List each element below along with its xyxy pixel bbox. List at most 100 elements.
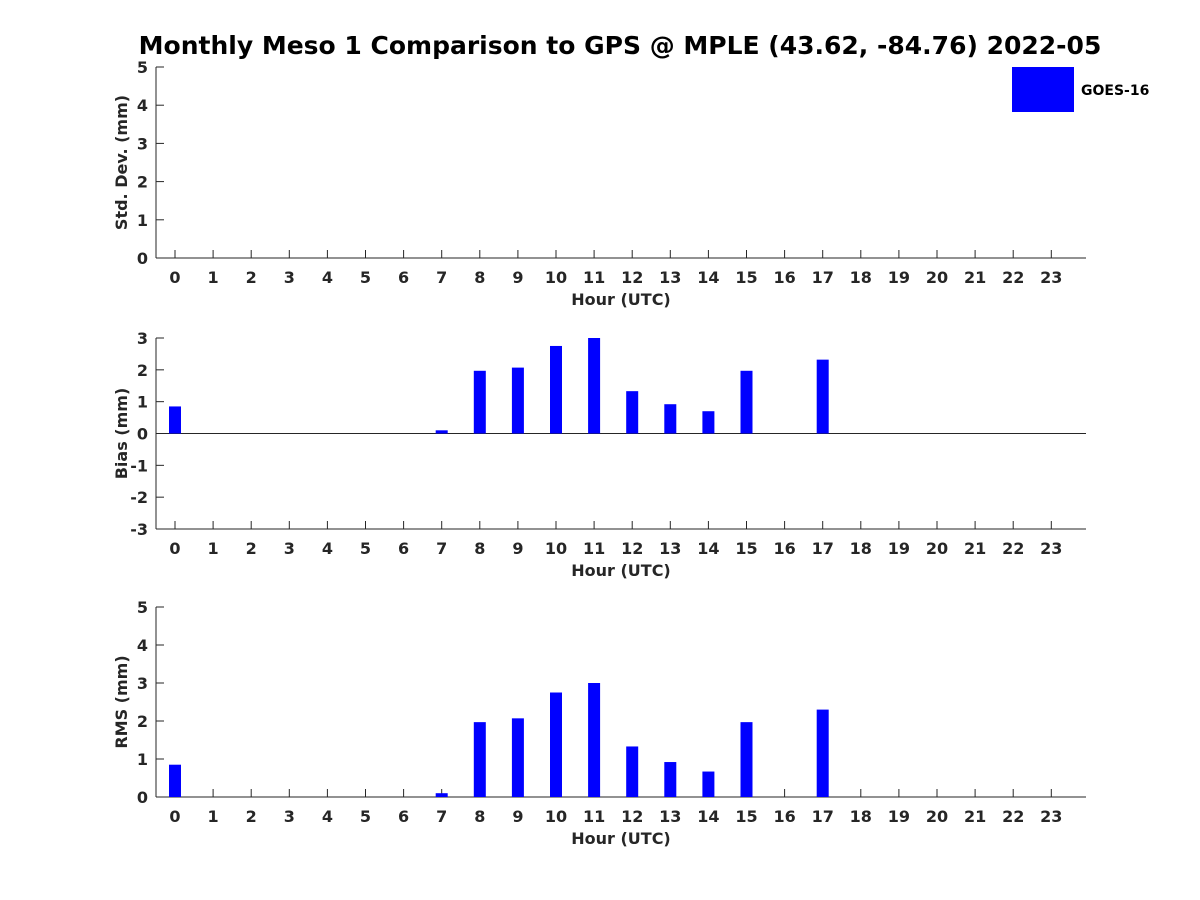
- x-tick-label: 14: [697, 268, 719, 287]
- x-tick-label: 1: [208, 268, 219, 287]
- bar-hour-9: [511, 367, 524, 434]
- x-tick-label: 16: [773, 807, 795, 826]
- y-tick-label: 1: [137, 750, 148, 769]
- legend: GOES-16: [1012, 67, 1149, 112]
- x-tick-label: 7: [436, 539, 447, 558]
- y-tick-label: 1: [137, 393, 148, 412]
- x-tick-label: 21: [964, 268, 986, 287]
- y-axis-label: RMS (mm): [112, 655, 131, 748]
- x-tick-label: 11: [583, 807, 605, 826]
- y-tick-label: 3: [137, 329, 148, 348]
- x-tick-label: 23: [1040, 807, 1062, 826]
- bar-hour-11: [588, 338, 601, 434]
- chart-title: Monthly Meso 1 Comparison to GPS @ MPLE …: [139, 31, 1102, 60]
- x-tick-label: 1: [208, 539, 219, 558]
- x-tick-label: 1: [208, 807, 219, 826]
- x-tick-label: 3: [284, 268, 295, 287]
- y-tick-label: -3: [130, 520, 148, 539]
- x-tick-label: 21: [964, 539, 986, 558]
- x-tick-label: 2: [246, 268, 257, 287]
- bar-hour-7: [435, 793, 448, 797]
- bar-hour-9: [511, 718, 524, 797]
- x-tick-label: 15: [735, 807, 757, 826]
- x-tick-label: 23: [1040, 539, 1062, 558]
- x-tick-label: 15: [735, 539, 757, 558]
- x-tick-label: 6: [398, 807, 409, 826]
- x-tick-label: 4: [322, 539, 333, 558]
- x-tick-label: 9: [512, 268, 523, 287]
- bar-hour-12: [626, 746, 639, 797]
- x-tick-label: 18: [850, 807, 872, 826]
- x-tick-label: 9: [512, 807, 523, 826]
- x-tick-label: 7: [436, 807, 447, 826]
- x-tick-label: 2: [246, 539, 257, 558]
- y-tick-label: 2: [137, 361, 148, 380]
- x-axis-label: Hour (UTC): [571, 829, 671, 848]
- x-tick-label: 6: [398, 268, 409, 287]
- x-tick-label: 0: [169, 807, 180, 826]
- bar-hour-15: [740, 370, 753, 434]
- x-tick-label: 10: [545, 539, 567, 558]
- bar-hour-13: [664, 404, 677, 434]
- x-tick-label: 6: [398, 539, 409, 558]
- x-tick-label: 10: [545, 807, 567, 826]
- bar-hour-10: [550, 692, 562, 797]
- bar-hour-17: [816, 709, 829, 797]
- y-tick-label: 3: [137, 134, 148, 153]
- bar-hour-14: [702, 771, 715, 797]
- x-tick-label: 8: [474, 807, 485, 826]
- y-tick-label: -2: [130, 488, 148, 507]
- x-tick-label: 5: [360, 539, 371, 558]
- y-tick-label: 3: [137, 674, 148, 693]
- x-tick-label: 20: [926, 268, 948, 287]
- x-tick-label: 16: [773, 539, 795, 558]
- x-tick-label: 21: [964, 807, 986, 826]
- x-tick-label: 12: [621, 268, 643, 287]
- y-tick-label: 0: [137, 425, 148, 444]
- x-tick-label: 11: [583, 539, 605, 558]
- x-tick-label: 13: [659, 807, 681, 826]
- y-tick-label: 0: [137, 788, 148, 807]
- bar-hour-8: [473, 370, 486, 434]
- x-tick-label: 17: [812, 268, 834, 287]
- bar-hour-15: [740, 722, 753, 797]
- x-tick-label: 18: [850, 268, 872, 287]
- x-tick-label: 8: [474, 539, 485, 558]
- x-axis-label: Hour (UTC): [571, 561, 671, 580]
- y-axis-label: Bias (mm): [112, 388, 131, 480]
- y-tick-label: 2: [137, 173, 148, 192]
- x-tick-label: 7: [436, 268, 447, 287]
- x-tick-label: 4: [322, 268, 333, 287]
- x-tick-label: 22: [1002, 539, 1024, 558]
- x-tick-label: 23: [1040, 268, 1062, 287]
- x-tick-label: 19: [888, 807, 910, 826]
- x-tick-label: 18: [850, 539, 872, 558]
- bar-hour-11: [588, 683, 601, 797]
- y-axis-label: Std. Dev. (mm): [112, 95, 131, 230]
- y-tick-label: 5: [137, 598, 148, 617]
- x-tick-label: 15: [735, 268, 757, 287]
- bar-hour-12: [626, 391, 639, 434]
- x-tick-label: 13: [659, 539, 681, 558]
- x-tick-label: 13: [659, 268, 681, 287]
- x-tick-label: 0: [169, 268, 180, 287]
- legend-label: GOES-16: [1081, 83, 1149, 99]
- x-tick-label: 19: [888, 268, 910, 287]
- x-tick-label: 5: [360, 268, 371, 287]
- x-tick-label: 5: [360, 807, 371, 826]
- x-tick-label: 2: [246, 807, 257, 826]
- y-tick-label: 0: [137, 249, 148, 268]
- x-tick-label: 12: [621, 807, 643, 826]
- x-tick-label: 10: [545, 268, 567, 287]
- x-tick-label: 3: [284, 539, 295, 558]
- bar-hour-14: [702, 411, 715, 434]
- x-tick-label: 20: [926, 807, 948, 826]
- x-tick-label: 19: [888, 539, 910, 558]
- x-tick-label: 8: [474, 268, 485, 287]
- x-tick-label: 14: [697, 807, 719, 826]
